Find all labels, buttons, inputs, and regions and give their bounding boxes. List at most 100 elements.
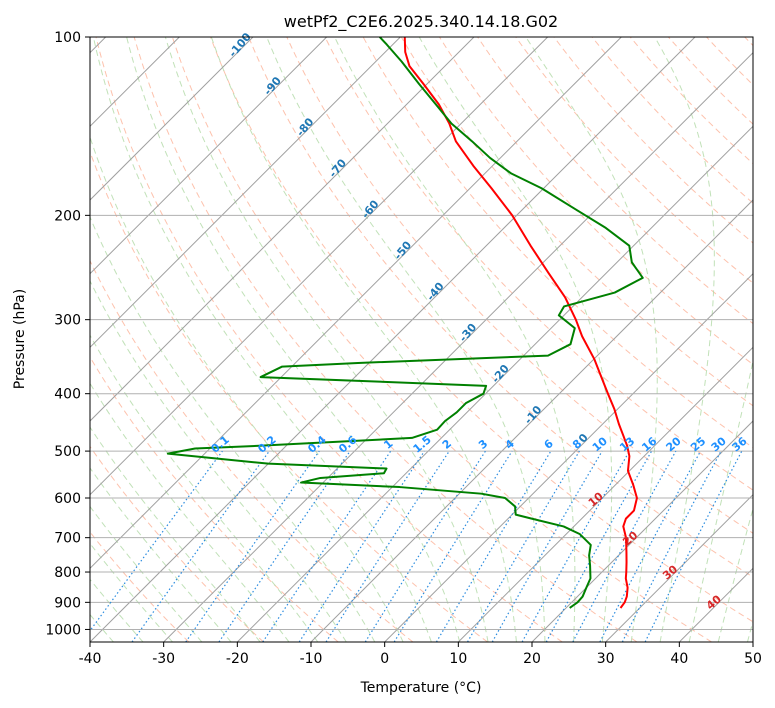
dry-adiabat	[706, 37, 753, 86]
moist-adiabat	[266, 37, 546, 642]
moist-adiabat-label: -60	[359, 197, 382, 221]
moist-adiabat	[90, 505, 203, 642]
x-tick-label: 30	[597, 651, 615, 667]
x-tick-label: 0	[380, 651, 389, 667]
moist-adiabat-label: -40	[424, 280, 447, 304]
moist-adiabat	[654, 37, 715, 642]
isotherm	[90, 37, 254, 201]
isotherm	[90, 37, 622, 570]
x-tick-label: -20	[226, 651, 249, 667]
series-layer	[166, 37, 644, 609]
x-tick-label: -30	[152, 651, 175, 667]
moist-adiabat-label: -20	[489, 362, 512, 386]
isotherm	[310, 199, 753, 642]
mixing-ratio-label: 6	[542, 437, 556, 452]
moist-adiabat	[90, 467, 232, 642]
y-tick-label: 100	[54, 30, 81, 46]
mixing-ratio-line	[435, 450, 552, 642]
mixing-ratio-line	[90, 450, 223, 632]
moist-adiabat	[90, 542, 173, 642]
isotherm	[605, 493, 753, 642]
moist-adiabat-label: -10	[522, 403, 545, 427]
temperature-profile	[403, 37, 638, 609]
y-tick-label: 200	[54, 208, 81, 224]
isotherm	[752, 641, 753, 642]
dry-adiabat	[90, 259, 414, 642]
line-labels: 0.1 0.2 0.4 0.6 1 1.5 2 3 4 6 8 10 13 16 20 25 30 36-100-…	[209, 30, 750, 612]
moist-adiabat	[418, 37, 613, 642]
dry-adiabat	[515, 37, 753, 284]
chart-title: wetPf2_C2E6.2025.340.14.18.G02	[284, 12, 558, 32]
moist-adiabat	[90, 578, 144, 642]
x-tick-label: 50	[744, 651, 762, 667]
isotherm	[384, 272, 753, 642]
dry-adiabat	[133, 37, 638, 642]
moist-adiabat	[90, 135, 404, 642]
mixing-ratio-line	[572, 450, 677, 642]
moist-adiabat	[210, 37, 517, 642]
moist-adiabat	[90, 334, 319, 642]
x-tick-label: 20	[523, 651, 541, 667]
y-tick-label: 400	[54, 387, 81, 403]
dry-adiabat	[248, 37, 753, 578]
isotherm	[163, 51, 753, 642]
moist-adiabat-label: -50	[391, 238, 414, 262]
mixing-ratio-label: 0.6	[336, 433, 360, 456]
y-tick-label: 800	[54, 565, 81, 581]
dry-adiabat	[286, 37, 753, 534]
isotherm	[678, 567, 753, 642]
dry-adiabat-label: 40	[704, 592, 724, 612]
isotherm	[90, 37, 401, 349]
dry-adiabat	[90, 531, 190, 642]
moist-adiabat	[90, 215, 376, 642]
mixing-ratio-line	[185, 450, 320, 642]
plot-frame	[89, 36, 754, 643]
moist-adiabat	[90, 426, 261, 642]
x-axis: -40 -30 -20 -10 0 10 20 30 40 50	[79, 642, 762, 667]
moist-adiabat	[717, 506, 753, 642]
dry-adiabat	[668, 37, 753, 125]
moist-adiabat	[525, 37, 658, 642]
dry-adiabat-label: 30	[660, 562, 680, 582]
y-tick-label: 300	[54, 313, 81, 329]
dry-adiabat-label: 10	[586, 489, 606, 509]
mixing-ratio-line	[325, 450, 450, 642]
y-axis-label: Pressure (hPa)	[12, 289, 28, 389]
x-tick-label: -10	[300, 651, 323, 667]
mixing-ratio-line	[262, 450, 392, 642]
y-tick-label: 900	[54, 595, 81, 611]
x-tick-label: 40	[670, 651, 688, 667]
moist-adiabat-label: -70	[326, 156, 349, 180]
dewpoint-profile	[166, 37, 644, 609]
dry-adiabat	[90, 445, 264, 642]
dry-adiabat	[90, 356, 339, 642]
mixing-ratio-line	[545, 450, 653, 642]
x-tick-label: 10	[449, 651, 467, 667]
mixing-ratio-line	[644, 450, 743, 642]
moist-adiabat-label: -30	[457, 321, 480, 345]
x-axis-label: Temperature (°C)	[360, 680, 482, 696]
grid-layer	[90, 37, 753, 642]
mixing-ratio-line	[521, 450, 631, 642]
mixing-ratio-label: 0.4	[305, 433, 329, 456]
moist-adiabat-label: -90	[261, 74, 284, 98]
moist-adiabat-label: -80	[294, 115, 317, 139]
mixing-ratio-line	[131, 450, 270, 642]
moist-adiabat	[688, 358, 753, 642]
isotherm	[90, 37, 328, 275]
dry-adiabat	[210, 37, 753, 623]
dry-adiabat	[744, 37, 753, 47]
dry-adiabat	[90, 150, 488, 642]
mixing-ratio-label: 3	[476, 437, 490, 452]
x-tick-label: -40	[79, 651, 102, 667]
dry-adiabat	[95, 37, 563, 642]
mixing-ratio-label: 2	[440, 437, 454, 452]
dry-adiabat	[171, 37, 712, 642]
moist-adiabat	[334, 37, 576, 642]
isotherm	[90, 37, 475, 422]
dry-adiabat	[324, 37, 753, 491]
moist-adiabat	[90, 382, 290, 642]
moist-adiabat-label: -100	[226, 30, 254, 60]
isotherm	[236, 125, 753, 642]
y-tick-label: 500	[54, 444, 81, 460]
